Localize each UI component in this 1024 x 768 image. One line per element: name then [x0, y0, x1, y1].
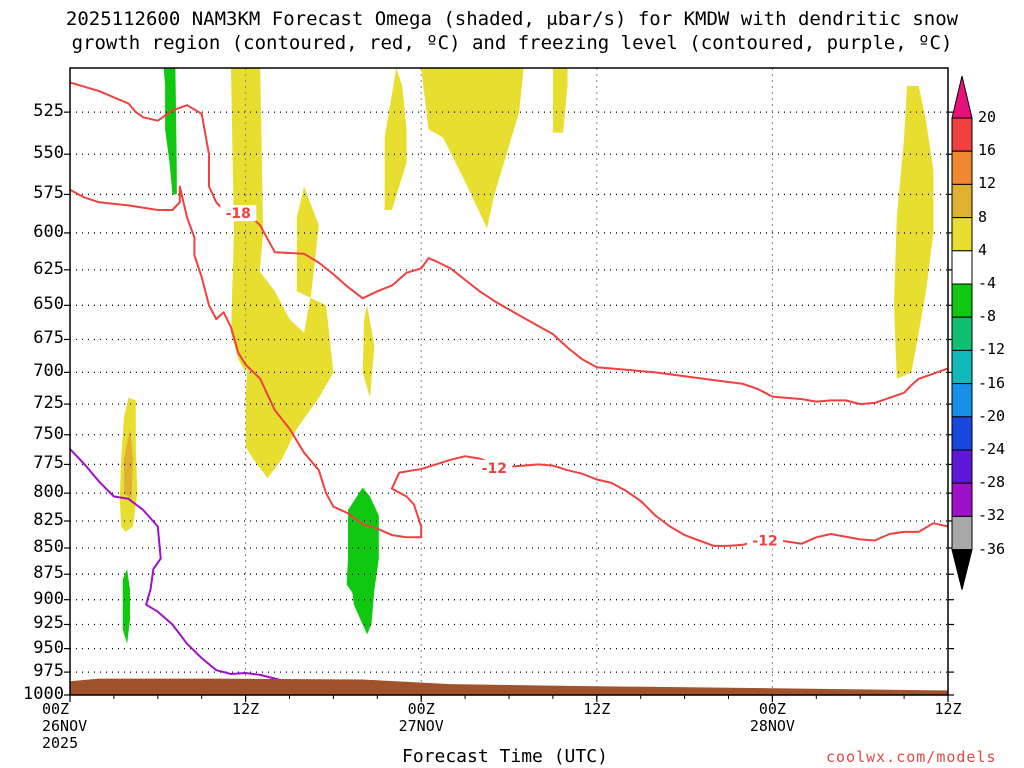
x-tick-label: 12Z	[567, 701, 627, 718]
colorbar-label: -20	[978, 406, 1006, 425]
y-tick-label: 950	[33, 637, 64, 658]
contour-line-1	[70, 81, 225, 211]
contour-line-2	[223, 209, 948, 406]
colorbar-label: -4	[978, 274, 997, 292]
y-tick-label: 900	[33, 588, 64, 609]
source-credit: coolwx.com/models	[826, 748, 997, 766]
colorbar-label: -36	[978, 539, 1006, 558]
colorbar-label: -12	[978, 340, 1006, 359]
colorbar-top-triangle	[951, 75, 973, 119]
colorbar-label: 8	[978, 207, 988, 226]
x-tick-label-line: 12Z	[232, 700, 260, 718]
y-tick-label: 625	[33, 258, 64, 279]
y-tick-label: 1000	[23, 684, 64, 704]
y-tick-label: 925	[33, 613, 64, 634]
y-tick-label: 875	[33, 563, 64, 584]
contour-label-bg	[220, 205, 257, 222]
contour-line-3	[70, 185, 948, 547]
colorbar-label: 16	[978, 141, 997, 160]
y-tick-label: 825	[33, 509, 64, 530]
x-tick-label-line: 12Z	[583, 700, 611, 718]
y-tick-label: 975	[33, 661, 64, 682]
colorbar-label: -24	[978, 440, 1006, 458]
colorbar-label: 4	[978, 240, 988, 259]
colorbar-label: 20	[978, 108, 997, 126]
contour-line-6	[70, 448, 378, 685]
omega-shaded-region-2	[245, 186, 334, 479]
omega-shaded-region-7	[893, 85, 934, 379]
colorbar-segment	[951, 283, 973, 318]
colorbar-segment	[951, 383, 973, 418]
x-tick-label: 00Z 26NOV 2025	[42, 701, 102, 752]
plot-frame	[69, 67, 949, 696]
omega-shaded-region-5	[421, 68, 524, 229]
y-tick-label: 675	[33, 328, 64, 349]
contour-label: -12	[482, 461, 507, 477]
y-tick-label: 800	[33, 482, 64, 503]
colorbar-segment	[951, 183, 973, 219]
y-tick-label: 775	[33, 453, 64, 474]
omega-shaded-region-9	[124, 428, 133, 499]
x-tick-label-line: 2025	[42, 734, 79, 752]
y-tick-label: 850	[33, 536, 64, 557]
x-tick-label-line: 00Z	[42, 700, 70, 718]
colorbar-segment	[951, 416, 973, 451]
x-tick-label-line: 26NOV	[42, 717, 88, 735]
colorbar-bottom-triangle	[951, 549, 973, 590]
colorbar-label: -16	[978, 373, 1006, 392]
surface-terrain	[70, 678, 948, 695]
colorbar-segment	[951, 482, 973, 517]
y-tick-label: 700	[33, 361, 64, 382]
x-tick-label: 00Z 28NOV	[742, 701, 802, 735]
y-tick-label: 550	[33, 143, 64, 164]
colorbar-segment	[951, 316, 973, 351]
colorbar-segment	[951, 349, 973, 385]
omega-shaded-region-3	[362, 305, 375, 398]
x-tick-label-line: 00Z	[407, 700, 435, 718]
omega-shaded-region-11	[122, 569, 130, 644]
x-tick-label-line: 00Z	[758, 700, 786, 718]
chart-title-line-1: 2025112600 NAM3KM Forecast Omega (shaded…	[65, 8, 959, 30]
omega-shaded-region-10	[163, 68, 177, 195]
y-tick-label: 600	[33, 221, 64, 242]
y-tick-label: 575	[33, 183, 64, 204]
omega-shaded-region-4	[384, 68, 407, 210]
colorbar-segment	[951, 250, 973, 285]
x-tick-label-line: 27NOV	[398, 717, 444, 735]
contour-label-bg	[747, 532, 784, 549]
colorbar-label: -28	[978, 473, 1006, 492]
colorbar-segment	[951, 515, 973, 551]
x-tick-label-line: 12Z	[934, 700, 962, 718]
colorbar-segment	[951, 449, 973, 484]
chart-title-line-2: growth region (contoured, red, ºC) and f…	[71, 32, 953, 54]
colorbar-segment	[951, 150, 973, 185]
colorbar-label: 12	[978, 174, 997, 193]
colorbar-label: -8	[978, 307, 997, 326]
y-tick-label: 725	[33, 393, 64, 414]
plot-area: -18 -12 -12	[70, 68, 948, 695]
omega-shaded-region-6	[552, 68, 568, 133]
contour-label-bg	[476, 459, 513, 476]
colorbar-label: -32	[978, 506, 1006, 525]
colorbar-segment	[951, 217, 973, 252]
contour-label: -12	[752, 534, 777, 550]
colorbar-segment	[951, 117, 973, 152]
x-axis-label: Forecast Time (UTC)	[402, 746, 608, 767]
x-tick-label: 00Z 27NOV	[391, 701, 451, 735]
x-tick-label: 12Z	[918, 701, 978, 718]
x-tick-label-line: 28NOV	[749, 717, 795, 735]
contour-label: -18	[226, 206, 251, 222]
y-tick-label: 650	[33, 294, 64, 315]
y-tick-label: 750	[33, 423, 64, 444]
x-tick-label: 12Z	[216, 701, 276, 718]
y-tick-label: 525	[33, 101, 64, 122]
omega-shaded-region-12	[346, 487, 379, 635]
